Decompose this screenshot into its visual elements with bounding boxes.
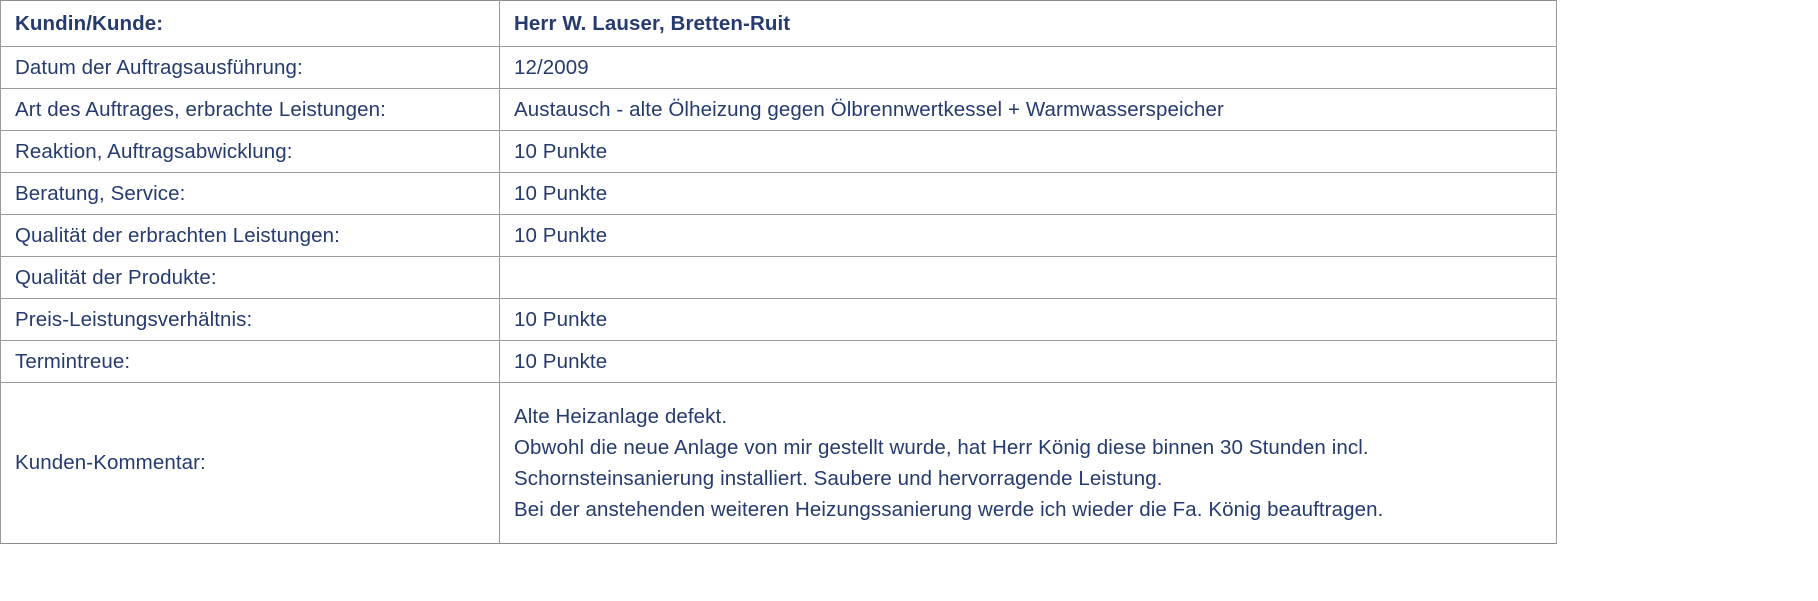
row-value-consulting: 10 Punkte — [499, 172, 1557, 215]
row-value-punctuality: 10 Punkte — [499, 340, 1557, 383]
table-row-consulting: Beratung, Service: 10 Punkte — [0, 172, 1557, 215]
table-row-reaction: Reaktion, Auftragsabwicklung: 10 Punkte — [0, 130, 1557, 173]
customer-reference-table: Kundin/Kunde: Herr W. Lauser, Bretten-Ru… — [0, 0, 1557, 544]
row-value-reaction: 10 Punkte — [499, 130, 1557, 173]
table-row-order-type: Art des Auftrages, erbrachte Leistungen:… — [0, 88, 1557, 131]
row-value-customer-comment: Alte Heizanlage defekt. Obwohl die neue … — [499, 382, 1557, 544]
row-label-product-quality: Qualität der Produkte: — [0, 256, 500, 299]
row-label-order-type: Art des Auftrages, erbrachte Leistungen: — [0, 88, 500, 131]
table-row-price-performance: Preis-Leistungsverhältnis: 10 Punkte — [0, 298, 1557, 341]
row-label-consulting: Beratung, Service: — [0, 172, 500, 215]
table-row-service-quality: Qualität der erbrachten Leistungen: 10 P… — [0, 214, 1557, 257]
comment-line: Schornsteinsanierung installiert. Sauber… — [514, 467, 1163, 490]
table-row-customer-comment: Kunden-Kommentar: Alte Heizanlage defekt… — [0, 382, 1557, 544]
row-value-customer: Herr W. Lauser, Bretten-Ruit — [499, 0, 1557, 47]
table-row-customer: Kundin/Kunde: Herr W. Lauser, Bretten-Ru… — [0, 0, 1557, 47]
row-label-customer-comment: Kunden-Kommentar: — [0, 382, 500, 544]
comment-line: Bei der anstehenden weiteren Heizungssan… — [514, 498, 1384, 522]
table-row-punctuality: Termintreue: 10 Punkte — [0, 340, 1557, 383]
table-row-product-quality: Qualität der Produkte: — [0, 256, 1557, 299]
row-label-execution-date: Datum der Auftragsausführung: — [0, 46, 500, 89]
row-value-order-type: Austausch - alte Ölheizung gegen Ölbrenn… — [499, 88, 1557, 131]
row-label-price-performance: Preis-Leistungsverhältnis: — [0, 298, 500, 341]
table-body: Kundin/Kunde: Herr W. Lauser, Bretten-Ru… — [0, 0, 1557, 544]
table-row-execution-date: Datum der Auftragsausführung: 12/2009 — [0, 46, 1557, 89]
row-value-product-quality — [499, 256, 1557, 299]
row-value-price-performance: 10 Punkte — [499, 298, 1557, 341]
row-label-service-quality: Qualität der erbrachten Leistungen: — [0, 214, 500, 257]
row-label-customer: Kundin/Kunde: — [0, 0, 500, 47]
row-label-reaction: Reaktion, Auftragsabwicklung: — [0, 130, 500, 173]
row-label-punctuality: Termintreue: — [0, 340, 500, 383]
comment-line: Alte Heizanlage defekt. — [514, 404, 728, 428]
row-value-execution-date: 12/2009 — [499, 46, 1557, 89]
row-value-service-quality: 10 Punkte — [499, 214, 1557, 257]
comment-line: Obwohl die neue Anlage von mir gestellt … — [514, 435, 1369, 459]
